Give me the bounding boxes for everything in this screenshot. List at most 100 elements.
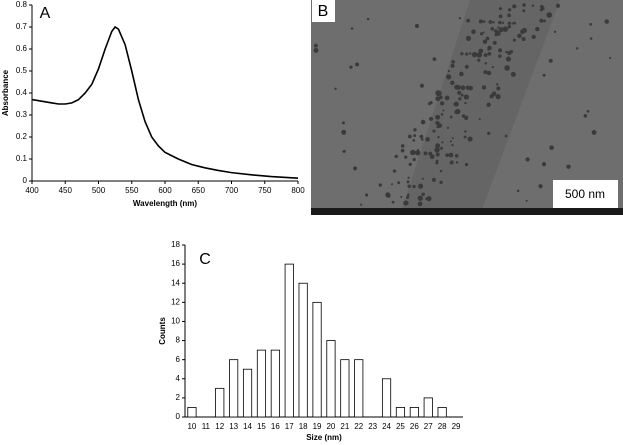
particle [485,36,490,41]
y-tick-label: 14 [171,278,180,287]
x-tick-label: 400 [25,186,39,195]
particle [417,195,424,201]
particle [400,144,405,148]
particle [451,144,454,147]
particle [477,58,481,62]
particle [460,93,464,97]
particle [555,3,561,8]
tem-band [400,0,560,215]
particle [450,63,455,68]
particle [511,22,514,25]
particle [531,34,536,39]
particle [428,116,434,121]
x-tick-label: 22 [354,422,363,431]
particle [457,90,462,95]
particle [575,47,579,50]
particle [463,135,467,139]
particle [421,192,425,196]
y-tick-label: 6 [176,355,181,364]
particle [442,109,445,112]
y-tick-label: 0.3 [16,110,28,119]
x-tick-label: 25 [396,422,405,431]
particle [480,32,484,36]
particle [366,17,370,21]
bar [270,349,280,418]
particle [313,48,319,53]
particle [432,129,436,133]
bar [409,407,419,418]
particle [341,129,347,135]
y-tick-label: 0.2 [16,132,28,141]
particle [406,180,410,184]
x-tick-label: 450 [59,186,73,195]
particle [535,26,540,32]
particle [450,80,455,85]
particle [413,128,417,132]
particle [412,139,416,142]
particle [435,143,441,149]
particle [504,65,510,71]
y-tick-label: 0.6 [16,44,28,53]
particle [435,120,440,126]
particle [451,137,454,140]
x-tick-label: 17 [285,422,294,431]
particle [423,151,428,156]
particle [407,184,411,188]
particle [438,95,443,100]
x-tick-label: 750 [258,186,272,195]
bar [326,340,336,418]
particle [397,181,401,185]
particle [487,48,490,51]
particle [407,134,412,139]
y-tick-label: 2 [176,393,181,402]
particle [505,50,508,54]
particle [460,85,466,91]
panel-label: C [199,251,211,268]
particle [454,110,459,115]
particle [412,184,416,189]
particle [502,26,509,32]
particle [407,176,410,179]
particle [431,177,437,182]
particle [429,154,435,160]
particle [491,65,494,69]
particle [421,138,424,141]
particle [446,126,450,129]
x-tick-label: 16 [271,422,280,431]
particle [490,26,495,31]
x-tick-label: 24 [382,422,391,431]
x-tick-label: 600 [158,186,172,195]
x-tick-label: 26 [410,422,419,431]
particle [548,58,553,63]
particle [493,29,498,33]
particle [539,8,543,12]
y-tick-label: 0.1 [16,154,28,163]
particle [407,193,410,197]
particle [507,8,512,12]
particle [449,140,452,143]
particle [486,70,492,76]
particle [504,134,508,138]
particle [400,195,403,198]
particle [492,20,495,24]
particle [426,196,432,202]
x-tick-label: 27 [424,422,433,431]
particle [539,18,544,23]
bar [354,359,364,418]
particle [437,136,440,139]
bar [395,407,406,418]
particle [465,85,471,90]
particle [498,48,503,53]
particle [496,86,501,91]
panel-label-box [312,0,335,22]
y-tick-label: 4 [176,374,181,383]
bar [298,282,308,418]
particle [494,33,498,37]
particle [498,14,503,19]
x-tick-label: 21 [340,422,349,431]
x-tick-label: 650 [192,186,206,195]
particle [516,189,520,193]
particle [419,83,424,88]
particle [418,183,424,189]
particle [360,203,363,206]
